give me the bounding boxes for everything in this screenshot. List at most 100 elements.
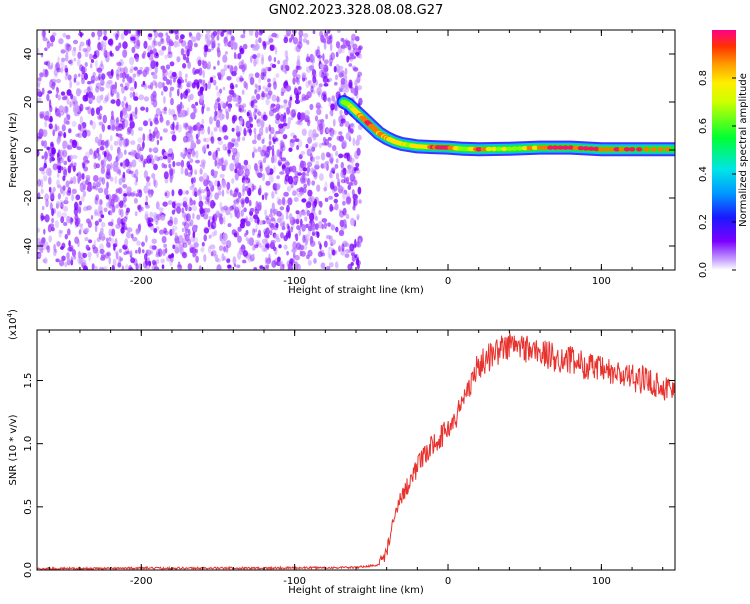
noise-blob [286,204,290,213]
noise-blob [242,183,246,193]
noise-blob [192,67,196,75]
noise-blob [254,218,260,224]
noise-blob [318,58,322,62]
noise-blob [158,207,164,212]
noise-blob [352,205,356,211]
noise-blob [65,34,71,40]
noise-blob [100,256,106,261]
noise-blob [219,216,224,225]
track-point [618,147,625,152]
noise-blob [216,264,222,270]
noise-blob [73,96,78,105]
noise-blob [323,162,328,169]
noise-blob [207,126,211,135]
noise-blob [62,32,67,38]
noise-blob [160,65,166,70]
noise-blob [134,30,138,35]
noise-blob [323,64,329,73]
noise-blob [117,262,122,268]
track-point [650,147,657,152]
noise-blob [96,237,101,243]
noise-blob [358,199,362,204]
noise-blob [107,80,113,85]
noise-blob [154,119,159,125]
track-point [608,147,615,152]
noise-blob [119,58,124,67]
noise-blob [217,190,222,196]
noise-blob [121,86,125,94]
noise-blob [165,64,171,70]
track-point [506,146,513,151]
track-point [485,146,493,152]
noise-blob [115,33,119,41]
noise-blob [291,223,295,230]
noise-blob [352,43,358,50]
noise-blob [163,164,168,169]
noise-blob [58,105,64,113]
noise-blob [84,62,88,67]
noise-blob [158,49,164,56]
noise-blob [184,48,190,55]
noise-blob [131,159,137,168]
noise-blob [303,244,308,251]
noise-blob [186,138,190,143]
noise-blob [127,227,133,233]
noise-blob [258,127,264,135]
noise-blob [254,83,258,88]
noise-blob [99,199,103,206]
noise-blob [85,177,91,185]
noise-blob [318,83,323,88]
noise-blob [167,219,174,227]
noise-blob [288,213,293,221]
noise-blob [113,245,116,251]
noise-blob [354,198,358,206]
noise-blob [216,72,222,77]
noise-blob [293,218,297,223]
noise-blob [52,187,56,192]
noise-blob [104,51,108,57]
noise-blob [174,232,178,239]
noise-blob [131,46,136,54]
noise-blob [193,42,198,48]
noise-blob [188,126,192,131]
noise-blob [97,187,104,194]
track-point [603,147,610,152]
noise-blob [214,192,220,200]
noise-blob [171,71,177,77]
noise-blob [57,56,60,64]
noise-blob [46,245,51,253]
noise-blob [54,220,60,229]
noise-blob [262,40,266,47]
noise-blob [347,184,352,190]
noise-blob [200,79,205,86]
noise-blob [260,72,265,80]
noise-blob [182,63,187,69]
noise-blob [89,119,93,126]
noise-blob [185,88,191,94]
noise-blob [307,136,313,144]
noise-blob [56,210,62,218]
noise-blob [269,126,275,135]
noise-blob [77,123,82,131]
noise-blob [216,147,221,152]
noise-blob [310,167,315,175]
multiplier-prefix: (x10 [8,317,19,340]
track-point [613,147,620,152]
noise-blob [156,213,162,221]
noise-blob [358,97,363,106]
noise-blob [79,103,84,112]
noise-blob [263,43,267,48]
noise-blob [178,38,184,44]
noise-blob [202,70,205,79]
noise-blob [312,228,315,236]
noise-blob [314,216,319,221]
noise-blob [232,42,238,51]
noise-blob [137,30,141,35]
noise-blob [145,195,148,203]
noise-blob [235,125,240,133]
noise-blob [54,63,59,72]
noise-blob [93,175,99,182]
noise-blob [78,206,82,214]
noise-blob [146,133,151,142]
noise-blob [321,223,325,230]
